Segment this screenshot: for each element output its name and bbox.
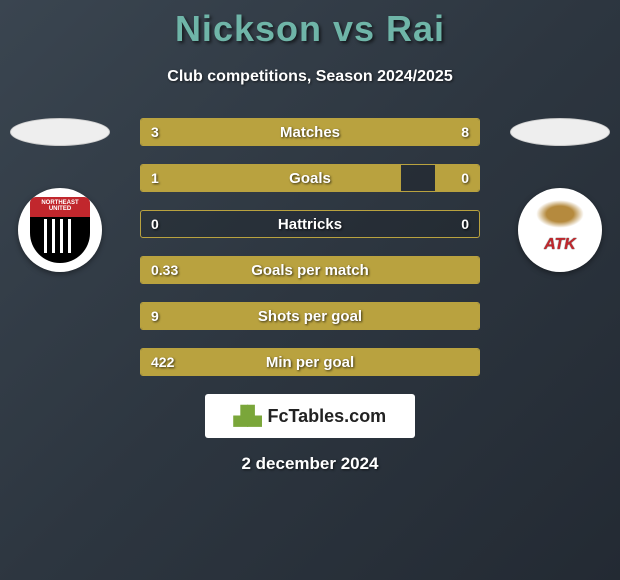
crest-left-shield: NORTHEAST UNITED — [30, 197, 90, 263]
bar-value-left: 0 — [141, 211, 169, 237]
crest-right: ATK — [518, 188, 602, 272]
bar-value-right: 8 — [451, 119, 479, 145]
bar-value-right: 0 — [451, 165, 479, 191]
bar-label: Goals per match — [141, 257, 479, 283]
bar-value-right — [459, 349, 479, 375]
stat-row: Min per goal422 — [140, 348, 480, 376]
bar-label: Shots per goal — [141, 303, 479, 329]
player-left-badge: NORTHEAST UNITED — [10, 118, 110, 272]
comparison-card: Nickson vs Rai Club competitions, Season… — [0, 0, 620, 474]
bar-value-left: 3 — [141, 119, 169, 145]
crest-left-text: NORTHEAST UNITED — [30, 200, 90, 212]
date-line: 2 december 2024 — [0, 454, 620, 474]
crest-right-text: ATK — [530, 236, 590, 254]
stat-row: Shots per goal9 — [140, 302, 480, 330]
main-area: NORTHEAST UNITED ATK Matches38Goals10Hat… — [0, 118, 620, 474]
bar-value-left: 1 — [141, 165, 169, 191]
attribution-text: FcTables.com — [267, 406, 386, 427]
crest-right-shield: ATK — [530, 198, 590, 262]
bar-label: Goals — [141, 165, 479, 191]
bar-value-right — [459, 303, 479, 329]
chart-icon: ▟▙ — [234, 406, 262, 427]
page-title: Nickson vs Rai — [0, 8, 620, 50]
attribution-badge: ▟▙ FcTables.com — [205, 394, 415, 438]
stats-bars: Matches38Goals10Hattricks00Goals per mat… — [140, 118, 480, 376]
flag-right — [510, 118, 610, 146]
bar-label: Min per goal — [141, 349, 479, 375]
bar-value-right: 0 — [451, 211, 479, 237]
bar-label: Hattricks — [141, 211, 479, 237]
bar-value-left: 9 — [141, 303, 169, 329]
stat-row: Goals per match0.33 — [140, 256, 480, 284]
eagle-icon — [536, 200, 584, 228]
bar-value-left: 422 — [141, 349, 184, 375]
stat-row: Matches3 8 — [140, 118, 480, 146]
bar-label: Matches — [141, 119, 479, 145]
stat-row: Hattricks0 0 — [140, 210, 480, 238]
crest-left: NORTHEAST UNITED — [18, 188, 102, 272]
subtitle: Club competitions, Season 2024/2025 — [0, 68, 620, 86]
bar-value-left: 0.33 — [141, 257, 188, 283]
player-right-badge: ATK — [510, 118, 610, 272]
flag-left — [10, 118, 110, 146]
stat-row: Goals1 0 — [140, 164, 480, 192]
bar-value-right — [459, 257, 479, 283]
